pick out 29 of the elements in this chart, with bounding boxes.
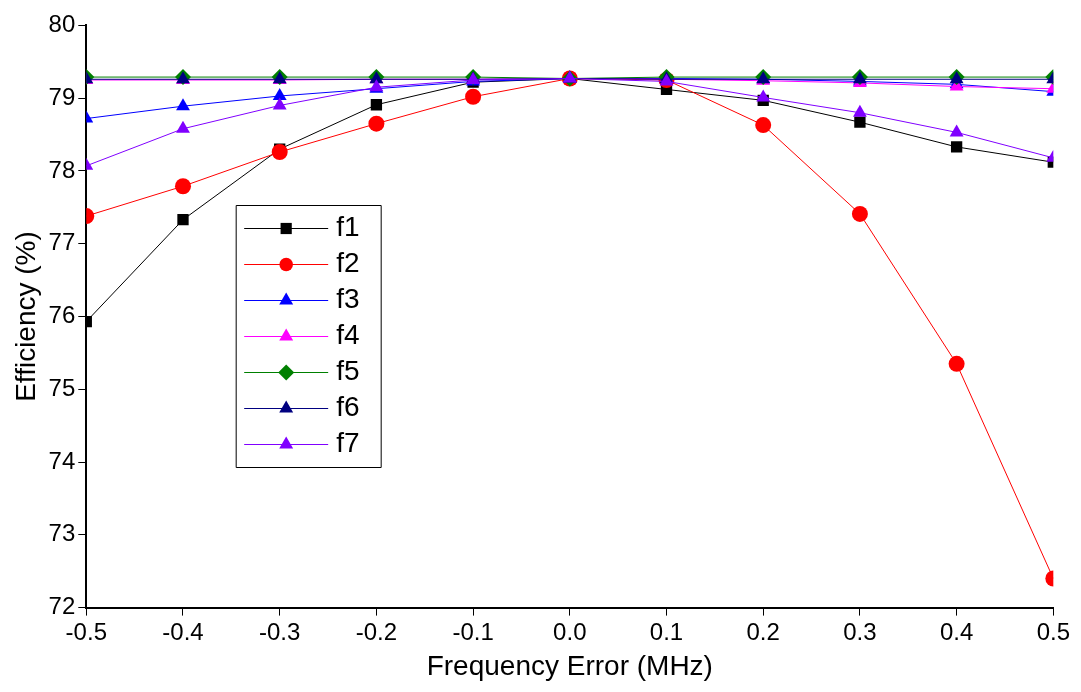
y-tick-label: 76	[48, 301, 76, 329]
y-tick-label: 74	[48, 446, 76, 474]
x-tick-label: -0.5	[65, 617, 107, 645]
x-axis-title: Frequency Error (MHz)	[426, 649, 713, 681]
legend-label: f5	[336, 355, 360, 387]
y-tick-label: 73	[48, 519, 76, 547]
x-tick-label: -0.4	[162, 617, 204, 645]
y-axis-title: Efficiency (%)	[9, 231, 41, 402]
x-tick-label: 0.0	[553, 617, 587, 645]
x-tick-label: -0.2	[355, 617, 398, 645]
legend-label: f6	[336, 391, 360, 423]
y-tick-label: 75	[48, 373, 76, 401]
x-tick-label: -0.3	[259, 617, 301, 645]
legend-label: f2	[336, 247, 360, 279]
y-tick-label: 79	[48, 82, 76, 110]
x-tick-label: 0.2	[746, 617, 780, 645]
legend-label: f7	[336, 427, 360, 459]
legend-label: f1	[336, 211, 360, 243]
x-tick-label: 0.5	[1036, 617, 1071, 645]
x-tick-label: -0.1	[452, 617, 494, 645]
y-tick-label: 72	[48, 592, 76, 620]
x-tick-label: 0.1	[649, 617, 684, 645]
x-tick-label: 0.4	[939, 617, 974, 645]
y-tick-label: 80	[48, 10, 76, 38]
y-tick-label: 77	[48, 228, 76, 256]
legend-label: f3	[336, 283, 360, 315]
y-tick-label: 78	[48, 155, 76, 183]
legend-label: f4	[336, 319, 360, 351]
x-tick-label: 0.3	[843, 617, 877, 645]
